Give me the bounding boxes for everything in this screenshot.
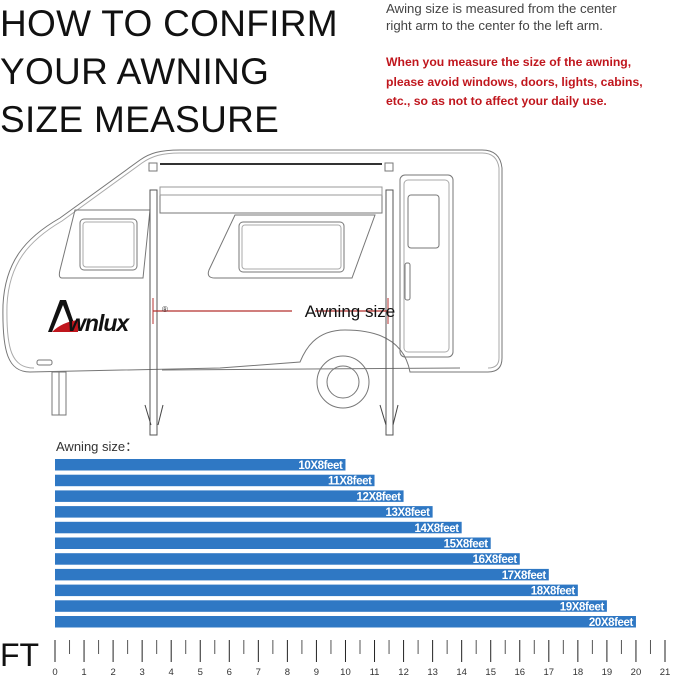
tick-label: 18	[573, 667, 584, 676]
bar	[55, 506, 433, 518]
bar	[55, 616, 636, 628]
axis-label: FT	[0, 637, 39, 673]
rv-body	[2, 149, 503, 416]
tick-label: 0	[52, 667, 57, 676]
bar	[55, 521, 462, 534]
tick-label: 3	[139, 667, 144, 676]
awning-size-label: Awning size	[305, 302, 395, 321]
bar-label: 17X8feet	[502, 570, 547, 582]
bar-label: 10X8feet	[298, 460, 343, 472]
chart-title: Awning size：	[56, 439, 138, 454]
description-line: right arm to the center fo the left arm.	[386, 18, 603, 33]
title-line: YOUR AWNING	[0, 51, 270, 92]
tick-label: 9	[314, 667, 319, 676]
awning-assembly	[144, 162, 399, 436]
tick-label: 15	[485, 667, 496, 676]
warning-line: please avoid windows, doors, lights, cab…	[386, 74, 643, 89]
bar	[55, 600, 607, 612]
title-line: SIZE MEASURE	[0, 99, 280, 140]
tick-label: 12	[398, 667, 409, 676]
tick-label: 14	[456, 667, 467, 676]
tick-label: 4	[169, 667, 174, 676]
measurement-warning: When you measure the size of the awning,…	[386, 53, 679, 112]
tick-label: 11	[370, 667, 380, 676]
tick-label: 10	[340, 667, 351, 676]
warning-line: When you measure the size of the awning,	[386, 55, 632, 69]
registered-mark: ®	[162, 305, 168, 314]
bar-label: 12X8feet	[356, 491, 401, 503]
warning-line: etc., so as not to affect your daily use…	[386, 94, 607, 108]
bar	[55, 553, 520, 565]
description-line: Awing size is measured from the center	[386, 1, 617, 16]
title-line: HOW TO CONFIRM	[0, 3, 338, 44]
bar	[55, 474, 375, 487]
bar	[55, 459, 346, 471]
awning-size-indicator: Awning size	[152, 298, 395, 324]
tick-label: 6	[227, 667, 232, 676]
tick-label: 7	[256, 667, 261, 676]
bar-label: 11X8feet	[328, 476, 372, 488]
awnlux-logo: wnlux ®	[48, 300, 168, 336]
bar	[55, 537, 491, 549]
logo-text: wnlux	[68, 310, 130, 336]
tick-label: 19	[602, 667, 613, 676]
bar	[55, 584, 578, 597]
bar-label: 13X8feet	[386, 507, 431, 519]
bar-label: 16X8feet	[473, 554, 518, 566]
tick-label: 5	[198, 667, 203, 676]
tick-label: 13	[427, 667, 438, 676]
measurement-description: Awing size is measured from the center r…	[386, 0, 679, 34]
bar-label: 18X8feet	[531, 586, 576, 598]
bar-label: 20X8feet	[589, 617, 634, 629]
tick-label: 16	[514, 667, 525, 676]
tick-label: 20	[631, 667, 642, 676]
page-title: HOW TO CONFIRM YOUR AWNING SIZE MEASURE	[0, 0, 338, 144]
tick-label: 17	[544, 667, 555, 676]
bar	[55, 568, 549, 581]
tick-label: 21	[660, 667, 671, 676]
tick-label: 1	[81, 667, 86, 676]
bar-label: 15X8feet	[444, 539, 489, 551]
tick-label: 8	[285, 667, 290, 676]
bar	[55, 490, 404, 502]
bar-label: 19X8feet	[560, 601, 605, 613]
bar-label: 14X8feet	[415, 523, 460, 535]
tick-label: 2	[110, 667, 115, 676]
